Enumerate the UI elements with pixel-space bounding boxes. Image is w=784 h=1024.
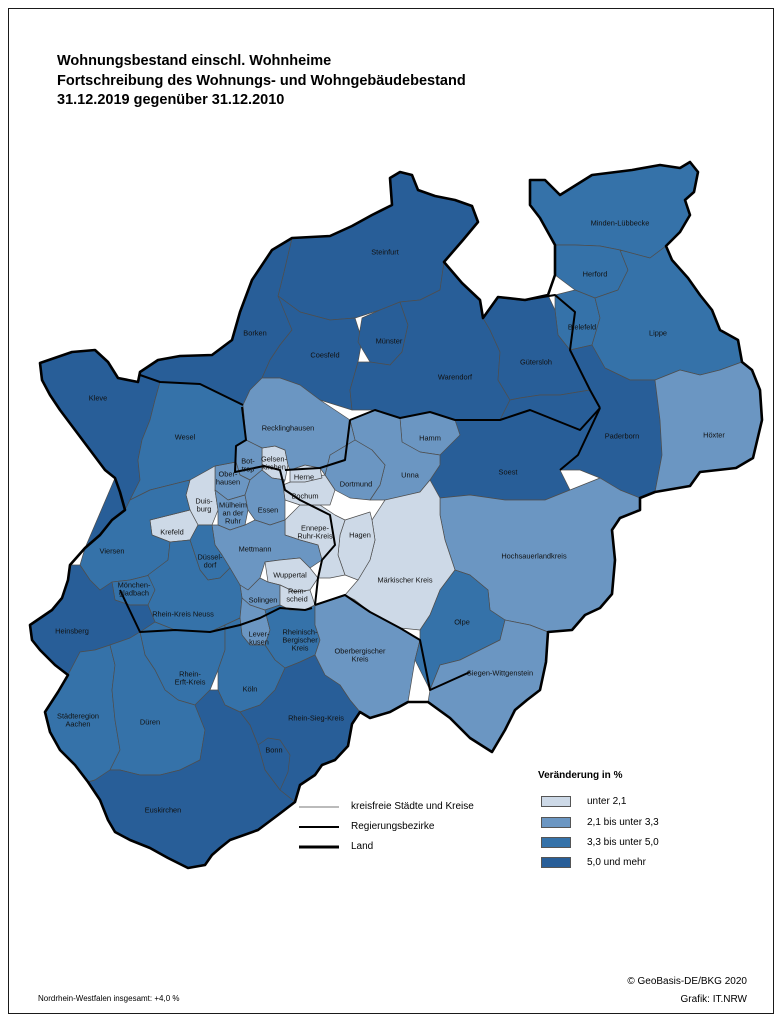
graphic-credit: Grafik: IT.NRW — [680, 994, 747, 1005]
region-label-hochsauerland: Hochsauerlandkreis — [501, 552, 567, 561]
legend-line-regbez-label: Regierungsbezirke — [351, 821, 435, 832]
region-label-coesfeld: Coesfeld — [310, 351, 339, 360]
region-label-essen: Essen — [258, 506, 279, 515]
legend-line-kreise-label: kreisfreie Städte und Kreise — [351, 801, 474, 812]
region-label-paderborn: Paderborn — [605, 432, 640, 441]
region-label-herford: Herford — [583, 270, 608, 279]
legend-swatch-4 — [541, 857, 571, 868]
regierungsbezirk-border-duesseldorf-arnsberg — [234, 406, 336, 606]
region-label-muenster: Münster — [376, 337, 403, 346]
region-label-ennepe: Ennepe-Ruhr-Kreis — [297, 524, 333, 541]
legend-class-2: 2,1 bis unter 3,3 — [541, 816, 659, 829]
legend-swatch-1 — [541, 796, 571, 807]
region-label-recklinghausen: Recklinghausen — [262, 424, 315, 433]
region-label-rheinerft: Rhein-Erft-Kreis — [175, 670, 206, 687]
region-label-euskirchen: Euskirchen — [145, 806, 182, 815]
medium-line-sample — [299, 825, 339, 828]
region-label-rheinsieg: Rhein-Sieg-Kreis — [288, 714, 344, 723]
map-title: Wohnungsbestand einschl. Wohnheime Forts… — [57, 52, 466, 111]
region-label-muelheim: Mülheim an der Ruhr — [219, 501, 247, 526]
map-frame — [8, 8, 774, 1014]
region-label-aachen: Städteregion Aachen — [57, 712, 99, 729]
land-border — [28, 160, 764, 870]
region-label-rheinkreisneuss: Rhein-Kreis Neuss — [152, 610, 214, 619]
region-label-oberberg: Oberbergischer Kreis — [335, 647, 386, 664]
region-label-hoexter: Höxter — [703, 431, 725, 440]
region-label-bochum: Bochum — [291, 492, 318, 501]
region-label-steinfurt: Steinfurt — [371, 248, 399, 257]
region-label-koeln: Köln — [243, 685, 258, 694]
legend-label-4: 5,0 und mehr — [587, 857, 646, 868]
legend-line-land: Land — [299, 841, 373, 852]
region-label-dortmund: Dortmund — [340, 480, 372, 489]
region-label-solingen: Solingen — [249, 596, 278, 605]
region-label-heinsberg: Heinsberg — [55, 627, 89, 636]
region-label-warendorf: Warendorf — [438, 373, 473, 382]
regierungsbezirk-border-detmold-arnsberg — [559, 407, 601, 471]
region-label-bonn: Bonn — [265, 746, 282, 755]
regierungsbezirk-border-ruhr-north — [284, 419, 351, 471]
region-recklinghausen — [242, 377, 356, 476]
region-label-rheinberg: Rheinisch-Bergischer Kreis — [282, 628, 318, 653]
region-label-mgladbach: Mönchen-gladbach — [118, 581, 151, 598]
legend-class-3: 3,3 bis unter 5,0 — [541, 836, 659, 849]
regierungsbezirk-border-duesseldorf-koeln — [119, 589, 313, 633]
legend-class-4: 5,0 und mehr — [541, 856, 646, 869]
state-total-note: Nordrhein-Westfalen insgesamt: +4,0 % — [38, 994, 180, 1003]
region-hoexter — [654, 361, 763, 493]
region-label-duisburg: Duis-burg — [195, 497, 213, 514]
legend-class-1: unter 2,1 — [541, 795, 626, 808]
region-label-mettmann: Mettmann — [239, 545, 272, 554]
legend-title: Veränderung in % — [538, 770, 623, 781]
legend-line-regbez: Regierungsbezirke — [299, 821, 434, 832]
region-label-oberhausen: Ober-hausen — [216, 470, 240, 487]
region-label-guetersloh: Gütersloh — [520, 358, 552, 367]
region-label-remscheid: Rem-scheid — [286, 587, 307, 604]
region-label-hagen: Hagen — [349, 531, 371, 540]
region-label-bielefeld: Bielefeld — [568, 323, 596, 332]
title-line-3: 31.12.2019 gegenüber 31.12.2010 — [57, 92, 285, 108]
region-label-borken: Borken — [243, 329, 266, 338]
legend-label-1: unter 2,1 — [587, 796, 627, 807]
legend-swatch-2 — [541, 817, 571, 828]
title-line-1: Wohnungsbestand einschl. Wohnheime — [57, 53, 332, 69]
region-label-minden: Minden-Lübbecke — [591, 219, 650, 228]
region-label-olpe: Olpe — [454, 618, 470, 627]
legend-line-kreise: kreisfreie Städte und Kreise — [299, 801, 474, 812]
region-label-lippe: Lippe — [649, 329, 667, 338]
region-label-wesel: Wesel — [175, 433, 196, 442]
region-label-duesseldorf: Düssel-dorf — [197, 553, 223, 570]
region-label-leverkusen: Lever-kusen — [249, 630, 270, 647]
title-line-2: Fortschreibung des Wohnungs- und Wohngeb… — [57, 72, 466, 89]
regierungsbezirk-border-muenster-arnsberg — [349, 407, 601, 431]
region-label-unna: Unna — [401, 471, 420, 480]
region-label-hamm: Hamm — [419, 434, 441, 443]
region-essen — [244, 469, 286, 526]
thin-line-sample — [299, 806, 339, 807]
region-label-herne: Herne — [294, 473, 314, 482]
regierungsbezirk-border-muenster-duesseldorf — [139, 374, 244, 406]
region-coesfeld — [261, 295, 363, 411]
copyright-note: © GeoBasis-DE/BKG 2020 — [627, 976, 747, 987]
region-label-dueren: Düren — [140, 718, 160, 727]
region-label-siegen: Siegen-Wittgenstein — [467, 669, 533, 678]
legend-label-2: 2,1 bis unter 3,3 — [587, 817, 659, 828]
legend-line-land-label: Land — [351, 841, 374, 852]
region-label-krefeld: Krefeld — [160, 528, 183, 537]
region-label-soest: Soest — [499, 468, 518, 477]
region-label-maerkischer: Märkischer Kreis — [377, 576, 432, 585]
legend-swatch-3 — [541, 837, 571, 848]
region-label-wuppertal: Wuppertal — [273, 571, 307, 580]
regierungsbezirk-border-koeln-arnsberg — [314, 594, 471, 691]
legend-label-3: 3,3 bis unter 5,0 — [587, 837, 659, 848]
region-label-bottrop: Bot-trop — [241, 457, 255, 474]
region-label-kleve: Kleve — [89, 394, 108, 403]
region-label-gelsenkirchen: Gelsen-kirchen — [261, 455, 287, 472]
thick-line-sample — [299, 845, 339, 848]
region-label-viersen: Viersen — [100, 547, 125, 556]
